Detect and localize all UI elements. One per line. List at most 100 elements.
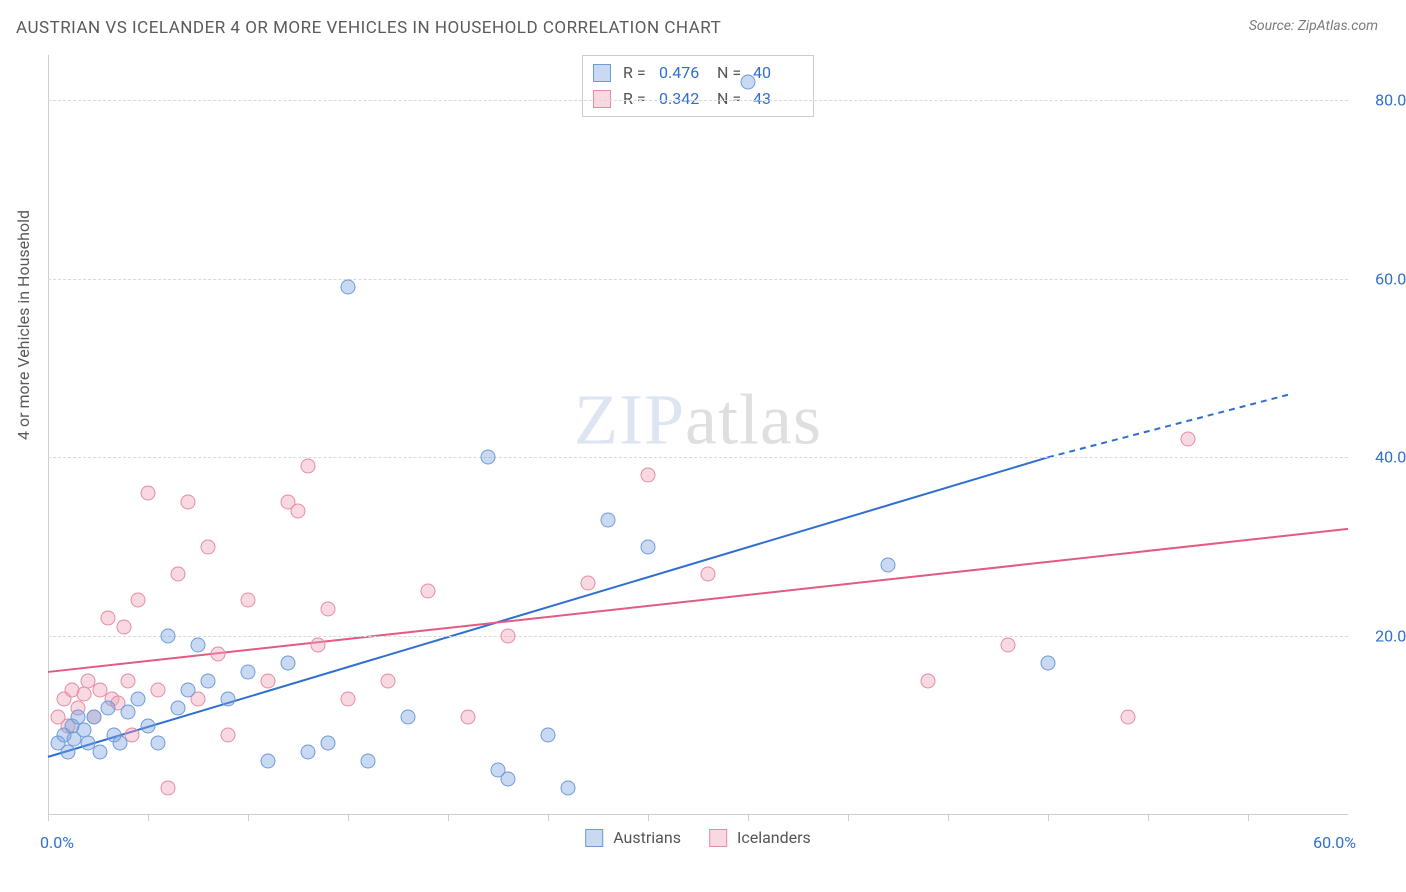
- series-swatch-1: [709, 829, 727, 847]
- scatter-point: [191, 638, 206, 653]
- scatter-point: [201, 673, 216, 688]
- x-origin-label: 0.0%: [40, 833, 74, 852]
- scatter-point: [181, 682, 196, 697]
- x-tick: [248, 815, 249, 821]
- y-tick-label: 40.0%: [1358, 448, 1406, 467]
- scatter-point: [121, 673, 136, 688]
- scatter-point: [121, 705, 136, 720]
- r-label-0: R =: [623, 60, 651, 86]
- scatter-point: [311, 638, 326, 653]
- scatter-point: [1041, 656, 1056, 671]
- scatter-point: [341, 691, 356, 706]
- scatter-point: [541, 727, 556, 742]
- scatter-point: [881, 557, 896, 572]
- scatter-point: [301, 459, 316, 474]
- scatter-point: [321, 736, 336, 751]
- trend-lines-layer: [48, 55, 1348, 815]
- scatter-point: [117, 620, 132, 635]
- scatter-point: [321, 602, 336, 617]
- scatter-point: [171, 700, 186, 715]
- scatter-point: [641, 539, 656, 554]
- series-legend-item-1: Icelanders: [709, 828, 811, 847]
- scatter-point: [211, 647, 226, 662]
- scatter-point: [221, 691, 236, 706]
- scatter-point: [481, 450, 496, 465]
- scatter-point: [281, 656, 296, 671]
- scatter-point: [561, 781, 576, 796]
- y-axis-label: 4 or more Vehicles in Household: [14, 210, 33, 440]
- scatter-point: [381, 673, 396, 688]
- series-legend: Austrians Icelanders: [585, 828, 811, 847]
- grid-line: [48, 279, 1348, 280]
- scatter-point: [261, 754, 276, 769]
- grid-line: [48, 100, 1348, 101]
- stats-legend-row-0: R = 0.476 N = 40: [593, 60, 803, 86]
- x-tick: [348, 815, 349, 821]
- scatter-point: [171, 566, 186, 581]
- scatter-point: [601, 512, 616, 527]
- n-value-0: 40: [753, 60, 803, 86]
- scatter-point: [701, 566, 716, 581]
- r-value-0: 0.476: [659, 60, 709, 86]
- x-tick: [1048, 815, 1049, 821]
- series-legend-item-0: Austrians: [585, 828, 681, 847]
- scatter-point: [1121, 709, 1136, 724]
- series-name-0: Austrians: [613, 828, 681, 847]
- x-tick: [1248, 815, 1249, 821]
- scatter-point: [361, 754, 376, 769]
- scatter-point: [421, 584, 436, 599]
- scatter-point: [1181, 432, 1196, 447]
- trend-line-dashed: [1048, 395, 1288, 458]
- scatter-point: [581, 575, 596, 590]
- x-end-label: 60.0%: [1313, 833, 1356, 852]
- scatter-point: [151, 736, 166, 751]
- chart-container: AUSTRIAN VS ICELANDER 4 OR MORE VEHICLES…: [0, 0, 1406, 892]
- scatter-point: [131, 691, 146, 706]
- x-tick: [548, 815, 549, 821]
- scatter-point: [921, 673, 936, 688]
- scatter-point: [77, 687, 92, 702]
- trend-line: [48, 457, 1048, 757]
- scatter-point: [101, 611, 116, 626]
- scatter-point: [291, 504, 306, 519]
- scatter-point: [141, 718, 156, 733]
- series-swatch-0: [585, 829, 603, 847]
- scatter-point: [501, 772, 516, 787]
- scatter-point: [641, 468, 656, 483]
- scatter-point: [113, 736, 128, 751]
- x-tick: [48, 815, 49, 821]
- scatter-point: [161, 781, 176, 796]
- scatter-point: [741, 74, 756, 89]
- grid-line: [48, 457, 1348, 458]
- scatter-point: [461, 709, 476, 724]
- scatter-point: [161, 629, 176, 644]
- chart-title: AUSTRIAN VS ICELANDER 4 OR MORE VEHICLES…: [16, 18, 721, 38]
- stats-swatch-0: [593, 64, 611, 82]
- y-tick-label: 80.0%: [1358, 90, 1406, 109]
- x-tick: [848, 815, 849, 821]
- scatter-point: [131, 593, 146, 608]
- x-tick: [148, 815, 149, 821]
- scatter-point: [141, 486, 156, 501]
- series-name-1: Icelanders: [737, 828, 811, 847]
- x-tick: [1148, 815, 1149, 821]
- scatter-point: [501, 629, 516, 644]
- scatter-point: [241, 593, 256, 608]
- grid-line: [48, 636, 1348, 637]
- scatter-point: [1001, 638, 1016, 653]
- x-tick: [448, 815, 449, 821]
- scatter-point: [151, 682, 166, 697]
- scatter-point: [401, 709, 416, 724]
- x-tick: [748, 815, 749, 821]
- scatter-point: [221, 727, 236, 742]
- scatter-point: [261, 673, 276, 688]
- y-tick-label: 20.0%: [1358, 627, 1406, 646]
- scatter-point: [61, 745, 76, 760]
- scatter-point: [341, 280, 356, 295]
- y-tick-label: 60.0%: [1358, 269, 1406, 288]
- scatter-point: [93, 745, 108, 760]
- scatter-point: [181, 495, 196, 510]
- scatter-point: [241, 664, 256, 679]
- plot-area: ZIPatlas R = 0.476 N = 40 R = 0.342 N = …: [48, 55, 1348, 815]
- stats-legend: R = 0.476 N = 40 R = 0.342 N = 43: [582, 55, 814, 117]
